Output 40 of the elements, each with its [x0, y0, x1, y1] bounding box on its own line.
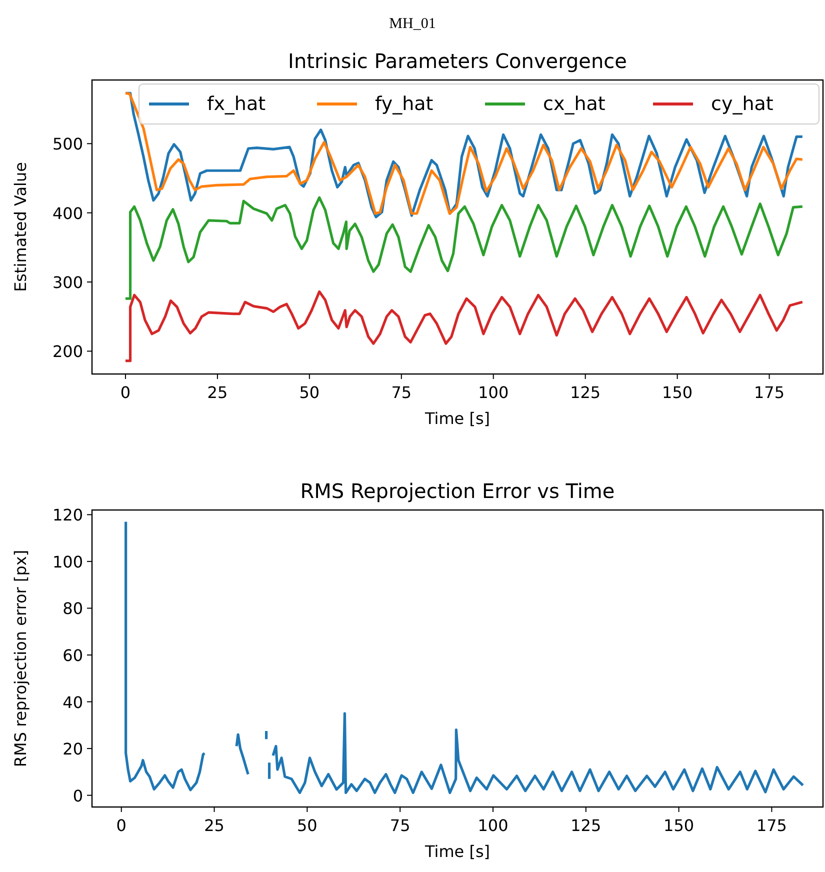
x-tick-label: 25: [204, 816, 224, 835]
y-tick-label: 400: [52, 204, 83, 223]
y-tick-label: 300: [52, 272, 83, 292]
y-tick-label: 80: [62, 599, 83, 618]
x-tick-label: 150: [664, 816, 694, 835]
x-tick-label: 150: [662, 383, 693, 402]
y-tick-label: 20: [62, 740, 83, 759]
x-tick-label: 175: [754, 383, 785, 402]
y-axis-title: Estimated Value: [11, 162, 30, 292]
x-tick-label: 125: [570, 383, 601, 402]
x-tick-label: 125: [570, 816, 602, 835]
x-tick-label: 50: [299, 383, 320, 402]
y-tick-label: 0: [72, 786, 83, 806]
y-axis-title: RMS reprojection error [px]: [11, 550, 30, 768]
x-tick-label: 0: [116, 816, 126, 835]
y-tick-label: 60: [62, 646, 83, 665]
line-series: [124, 290, 804, 362]
legend-label: fy_hat: [375, 93, 434, 115]
line-series: [124, 196, 804, 300]
x-axis-title: Time [s]: [424, 842, 490, 861]
y-tick-label: 500: [52, 134, 83, 154]
x-tick-label: 50: [296, 816, 318, 835]
x-axis-title: Time [s]: [424, 409, 490, 428]
y-tick-label: 40: [62, 692, 83, 712]
x-tick-label: 75: [391, 383, 412, 402]
x-tick-label: 25: [207, 383, 228, 402]
x-tick-label: 0: [120, 383, 131, 402]
legend-label: fx_hat: [207, 93, 266, 115]
chart-title: Intrinsic Parameters Convergence: [288, 49, 627, 73]
legend-label: cx_hat: [543, 93, 606, 115]
text: MH_01: [389, 16, 436, 32]
x-tick-label: 75: [390, 816, 410, 835]
x-tick-label: 175: [756, 816, 787, 835]
chart-title: RMS Reprojection Error vs Time: [300, 479, 615, 503]
x-tick-label: 100: [478, 383, 509, 402]
y-tick-label: 100: [52, 552, 83, 572]
x-tick-label: 100: [478, 816, 508, 835]
y-tick-label: 120: [52, 506, 83, 525]
legend-label: cy_hat: [711, 93, 774, 115]
y-tick-label: 200: [52, 342, 83, 362]
